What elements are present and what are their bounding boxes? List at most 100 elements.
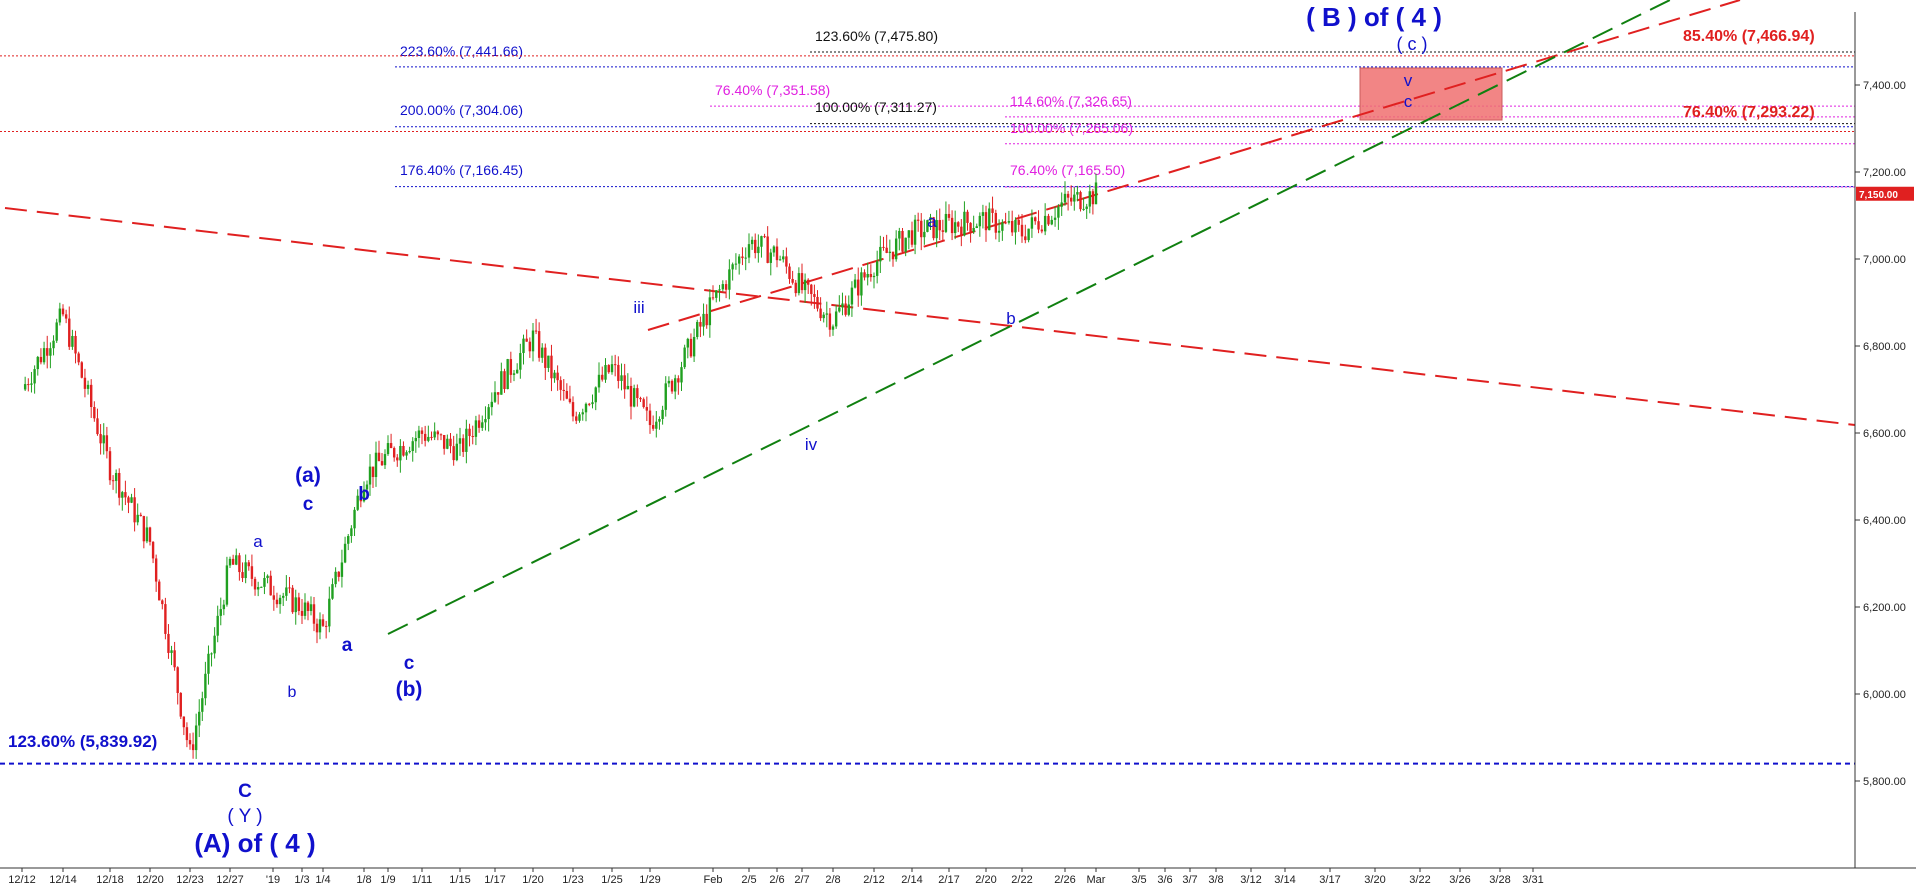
candle-body: [728, 269, 731, 290]
fib-level-label: 223.60% (7,441.66): [400, 43, 523, 59]
candle-body: [185, 727, 189, 741]
candle-body: [1017, 219, 1020, 225]
candle-body: [760, 236, 763, 247]
candle-body: [288, 587, 291, 589]
candle-body: [474, 420, 478, 437]
candle-body: [503, 371, 506, 390]
candle-body: [661, 409, 664, 420]
candle-body: [769, 252, 772, 263]
last-price-box: [1856, 186, 1914, 201]
x-tick-label: 1/23: [562, 874, 583, 886]
candle-body: [588, 403, 591, 405]
candle-body: [343, 543, 347, 563]
candle-body: [807, 279, 810, 285]
candle-body: [689, 338, 693, 357]
x-tick-label: Mar: [1087, 874, 1106, 886]
candle-body: [869, 273, 873, 278]
candle-body: [30, 383, 33, 385]
candle-body: [810, 284, 813, 295]
candle-body: [1010, 221, 1014, 233]
candle-body: [696, 321, 699, 337]
candle-body: [522, 338, 525, 354]
candle-body: [757, 246, 760, 254]
wave-label: b: [288, 684, 297, 701]
candle-body: [525, 338, 528, 342]
candle-body: [838, 307, 841, 312]
candle-body: [458, 438, 462, 444]
candle-body: [584, 403, 588, 413]
y-tick-label: 7,000.00: [1863, 254, 1906, 266]
y-tick-label: 6,800.00: [1863, 341, 1906, 353]
wave-label: a: [927, 212, 937, 231]
candle-body: [816, 296, 819, 309]
candle-body: [1076, 192, 1079, 195]
x-tick-label: 2/17: [938, 874, 959, 886]
candle-body: [365, 484, 369, 490]
candle-body: [938, 220, 941, 231]
candle-body: [377, 452, 381, 462]
candle-body: [176, 667, 179, 693]
candle-body: [244, 562, 247, 579]
candle-body: [969, 222, 972, 232]
candle-body: [975, 226, 978, 228]
candle-body: [1073, 194, 1076, 202]
candle-body: [433, 431, 436, 438]
candle-body: [1007, 221, 1011, 223]
candle-body: [813, 294, 816, 297]
candle-body: [405, 452, 408, 456]
candle-body: [645, 407, 649, 411]
candle-body: [49, 348, 52, 356]
candle-body: [294, 597, 297, 613]
candle-body: [61, 308, 65, 315]
candle-body: [994, 212, 998, 233]
candle-body: [417, 430, 421, 438]
candle-body: [136, 514, 139, 523]
candle-body: [158, 581, 161, 601]
wave-label: ( B ) of ( 4 ): [1306, 2, 1442, 32]
candle-body: [118, 472, 121, 498]
candle-body: [228, 558, 232, 566]
candle-body: [860, 272, 863, 296]
candle-body: [978, 215, 982, 227]
candle-body: [741, 256, 744, 259]
candle-body: [235, 555, 238, 565]
candle-body: [791, 278, 794, 283]
candle-body: [568, 398, 572, 403]
wave-label: iv: [805, 435, 818, 454]
candle-body: [651, 425, 655, 429]
candle-body: [90, 384, 93, 408]
candle-body: [219, 609, 222, 616]
trendline-green-channel-lower: [387, 0, 1671, 635]
candle-body: [99, 434, 102, 444]
fib-level-label: 123.60% (7,475.80): [815, 28, 938, 44]
y-tick-label: 6,000.00: [1863, 689, 1906, 701]
candle-body: [213, 635, 216, 654]
candle-body: [629, 385, 633, 407]
candle-body: [1034, 217, 1037, 222]
candle-body: [368, 466, 372, 485]
x-tick-label: 2/22: [1011, 874, 1032, 886]
candle-body: [303, 602, 307, 616]
candle-body: [872, 275, 876, 278]
candle-body: [534, 330, 538, 332]
candle-body: [334, 571, 337, 585]
candle-body: [775, 246, 779, 261]
candle-body: [610, 364, 614, 373]
candle-body: [591, 402, 594, 405]
candle-body: [1079, 192, 1082, 210]
candle-body: [550, 355, 553, 379]
candle-body: [750, 239, 754, 245]
wave-label: (A) of ( 4 ): [194, 828, 315, 858]
candle-body: [920, 220, 923, 238]
wave-label: c: [404, 653, 415, 674]
candle-body: [853, 279, 857, 288]
candle-body: [702, 313, 705, 327]
candle-body: [907, 230, 911, 238]
candle-body: [705, 313, 708, 326]
candle-body: [785, 256, 788, 267]
candle-body: [731, 264, 734, 270]
candle-body: [578, 414, 581, 421]
candle-body: [772, 246, 776, 253]
candle-body: [350, 528, 353, 537]
